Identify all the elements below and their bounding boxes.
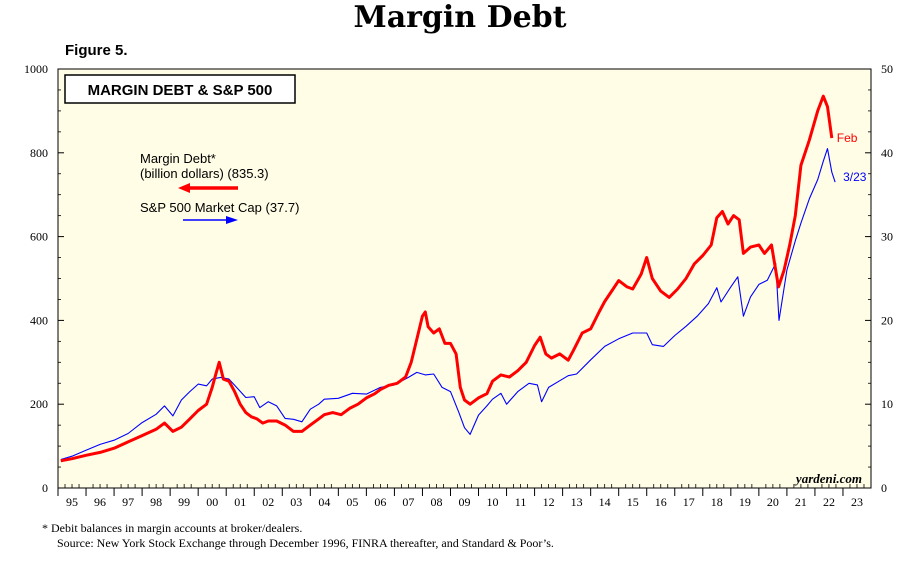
sp500-end-label: 3/23 xyxy=(843,170,867,184)
plot-area xyxy=(57,68,872,489)
x-tick-label: 01 xyxy=(234,495,246,509)
chart-title-box xyxy=(64,74,296,104)
y-right-tick-label: 50 xyxy=(881,62,893,76)
x-tick-label: 02 xyxy=(262,495,274,509)
x-tick-label: 95 xyxy=(66,495,78,509)
watermark: yardeni.com xyxy=(794,471,862,486)
x-tick-label: 07 xyxy=(402,495,414,509)
legend-margin-debt-label: Margin Debt* xyxy=(140,151,216,166)
x-tick-label: 06 xyxy=(374,495,386,509)
x-tick-label: 00 xyxy=(206,495,218,509)
y-right-tick-label: 30 xyxy=(881,230,893,244)
x-tick-label: 96 xyxy=(94,495,106,509)
y-right-tick-label: 20 xyxy=(881,313,893,327)
x-tick-label: 22 xyxy=(823,495,835,509)
x-tick-label: 15 xyxy=(627,495,639,509)
x-tick-label: 04 xyxy=(318,495,330,509)
x-tick-label: 97 xyxy=(122,495,134,509)
margin-debt-end-label: Feb xyxy=(837,131,858,145)
footnote-source: Source: New York Stock Exchange through … xyxy=(57,536,554,550)
x-tick-label: 23 xyxy=(851,495,863,509)
y-right-tick-label: 10 xyxy=(881,397,893,411)
x-tick-label: 03 xyxy=(290,495,302,509)
y-right-tick-label: 40 xyxy=(881,146,893,160)
x-tick-label: 05 xyxy=(346,495,358,509)
figure-label: Figure 5. xyxy=(65,42,128,59)
x-tick-label: 16 xyxy=(655,495,667,509)
x-tick-label: 18 xyxy=(711,495,723,509)
page-title: Margin Debt xyxy=(353,0,567,35)
legend-sp500-label: S&P 500 Market Cap (37.7) xyxy=(140,200,299,215)
x-tick-label: 14 xyxy=(599,495,611,509)
legend-margin-debt-sublabel: (billion dollars) (835.3) xyxy=(140,166,269,181)
x-tick-label: 99 xyxy=(178,495,190,509)
legend-sp500-arrowhead xyxy=(226,216,238,224)
x-tick-label: 12 xyxy=(543,495,555,509)
legend-margin-debt-arrowhead xyxy=(178,183,190,193)
y-left-tick-label: 400 xyxy=(30,313,48,327)
y-left-tick-label: 0 xyxy=(42,481,48,495)
x-tick-label: 20 xyxy=(767,495,779,509)
y-left-tick-label: 800 xyxy=(30,146,48,160)
x-tick-label: 98 xyxy=(150,495,162,509)
y-left-tick-label: 600 xyxy=(30,230,48,244)
x-tick-label: 09 xyxy=(459,495,471,509)
x-tick-label: 19 xyxy=(739,495,751,509)
x-tick-label: 11 xyxy=(515,495,527,509)
margin-debt-line xyxy=(60,94,834,463)
footnote-definition: * Debit balances in margin accounts at b… xyxy=(42,521,303,535)
y-left-tick-label: 1000 xyxy=(24,62,48,76)
x-tick-label: 13 xyxy=(571,495,583,509)
x-tick-label: 10 xyxy=(487,495,499,509)
y-left-tick-label: 200 xyxy=(30,397,48,411)
x-tick-label: 21 xyxy=(795,495,807,509)
x-tick-label: 17 xyxy=(683,495,695,509)
chart-title: MARGIN DEBT & S&P 500 xyxy=(88,82,273,99)
x-tick-label: 08 xyxy=(430,495,442,509)
y-right-tick-label: 0 xyxy=(881,481,887,495)
